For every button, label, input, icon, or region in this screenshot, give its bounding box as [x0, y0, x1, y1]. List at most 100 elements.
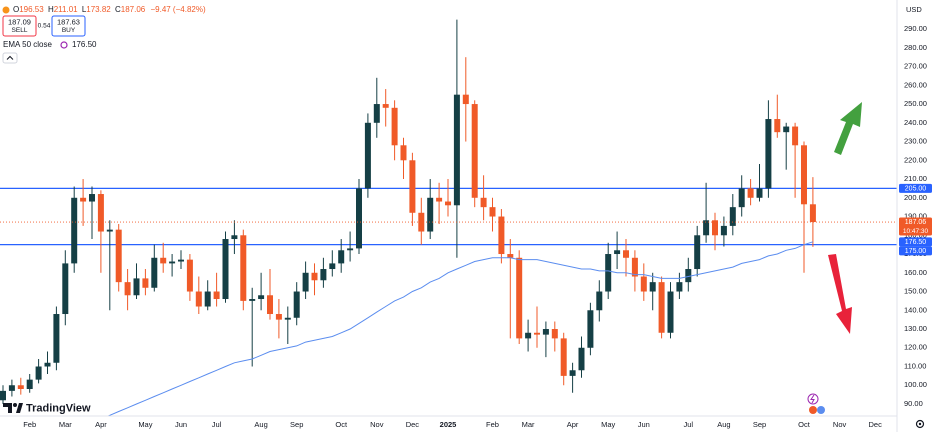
x-tick-label: Feb: [486, 420, 499, 429]
x-tick-label: Jun: [175, 420, 187, 429]
y-tick-label: 200.00: [904, 193, 927, 202]
candle-body: [809, 204, 816, 223]
candle-body: [293, 291, 300, 318]
candle-body: [436, 197, 443, 202]
candle-body: [409, 160, 416, 213]
low-label: L: [82, 5, 87, 14]
symbol-icon: [2, 6, 10, 14]
candle-body: [649, 282, 656, 292]
header-legend: O196.53 H211.01 L173.82 C187.06 −9.47 (−…: [2, 5, 206, 64]
ohlc-line: O196.53 H211.01 L173.82 C187.06 −9.47 (−…: [13, 5, 206, 14]
sell-button[interactable]: 187.09 SELL: [2, 15, 37, 37]
candle-body: [640, 276, 647, 292]
earnings-icon[interactable]: [809, 406, 817, 414]
spread: 0.54: [38, 23, 51, 30]
y-tick-label: 270.00: [904, 62, 927, 71]
y-tick-label: 140.00: [904, 305, 927, 314]
sell-price[interactable]: 187.09: [8, 17, 31, 26]
dividend-icon[interactable]: [817, 406, 825, 414]
down-arrow: [828, 254, 852, 334]
level-tag-box: [899, 183, 932, 193]
candle-body: [124, 282, 131, 296]
high-label: H: [48, 5, 54, 14]
candle-body: [320, 269, 327, 281]
candle-body: [160, 257, 167, 264]
candle-body: [329, 263, 336, 270]
candle-body: [605, 254, 612, 292]
candle-body: [756, 188, 763, 198]
candle-body: [792, 126, 799, 146]
candle-body: [382, 104, 389, 108]
candle-body: [631, 257, 638, 277]
open-value: 196.53: [19, 5, 44, 14]
x-tick-label: Nov: [370, 420, 384, 429]
candle-body: [614, 250, 621, 255]
candle-body: [302, 272, 309, 292]
x-tick-label: Dec: [869, 420, 883, 429]
candle-body: [489, 207, 496, 217]
collapse-chevron[interactable]: [6, 55, 14, 60]
candle-body: [204, 291, 211, 307]
x-tick-label: Mar: [59, 420, 72, 429]
settings-button[interactable]: [915, 419, 925, 429]
sell-label[interactable]: SELL: [12, 27, 28, 34]
level-tag-label: 175.00: [905, 248, 927, 255]
last-price-tag-box: [899, 217, 932, 236]
candle-body: [391, 107, 398, 146]
candle-body: [418, 212, 425, 232]
currency-label: USD: [906, 5, 922, 14]
buy-label[interactable]: BUY: [62, 27, 76, 34]
candle-body: [35, 366, 42, 380]
countdown-label: 10:47:30: [903, 228, 929, 235]
candle-body: [480, 197, 487, 208]
settings-button-center[interactable]: [918, 422, 922, 426]
ema-tag-label: 176.50: [905, 239, 927, 246]
event-icon-bolt[interactable]: [810, 394, 815, 404]
candle-body: [534, 332, 540, 335]
candle-body: [587, 310, 594, 348]
candle-body: [373, 104, 380, 123]
buy-button[interactable]: 187.63 BUY: [51, 15, 86, 37]
candle-body: [195, 291, 202, 307]
candle-body: [551, 329, 558, 339]
candle-body: [284, 317, 291, 320]
candle-body: [738, 188, 745, 208]
x-tick-label: 2025: [440, 420, 457, 429]
x-tick-label: Jul: [212, 420, 222, 429]
candle-body: [516, 257, 523, 339]
up-arrow: [834, 102, 862, 155]
candle-body: [542, 329, 549, 335]
candle-body: [560, 338, 567, 376]
candle-body: [338, 250, 345, 264]
y-tick-label: 130.00: [904, 324, 927, 333]
x-tick-label: Aug: [717, 420, 730, 429]
x-tick-label: Mar: [522, 420, 535, 429]
candle-body: [240, 235, 247, 301]
candle-body: [133, 278, 140, 296]
candle-body: [53, 314, 60, 363]
collapse-button[interactable]: [2, 52, 18, 64]
collapse-button-box[interactable]: [2, 52, 18, 64]
candle-body: [0, 390, 6, 401]
buy-button-box[interactable]: [51, 15, 86, 37]
indicator-icon: [60, 41, 68, 49]
sell-button-box[interactable]: [2, 15, 37, 37]
close-label: C: [115, 5, 121, 14]
low-value: 173.82: [86, 5, 111, 14]
buy-price[interactable]: 187.63: [57, 17, 80, 26]
candle-body: [462, 94, 469, 105]
candle-body: [178, 259, 184, 262]
x-tick-label: Oct: [335, 420, 348, 429]
indicator-value: 176.50: [72, 40, 97, 49]
candle-body: [44, 362, 51, 367]
candle-body: [498, 216, 505, 255]
candle-body: [17, 385, 24, 390]
candle-body: [471, 104, 478, 198]
candle-body: [596, 291, 603, 311]
y-tick-label: 240.00: [904, 118, 927, 127]
logo-text: TradingView: [26, 402, 91, 414]
candle-body: [258, 295, 265, 300]
y-tick-label: 230.00: [904, 137, 927, 146]
